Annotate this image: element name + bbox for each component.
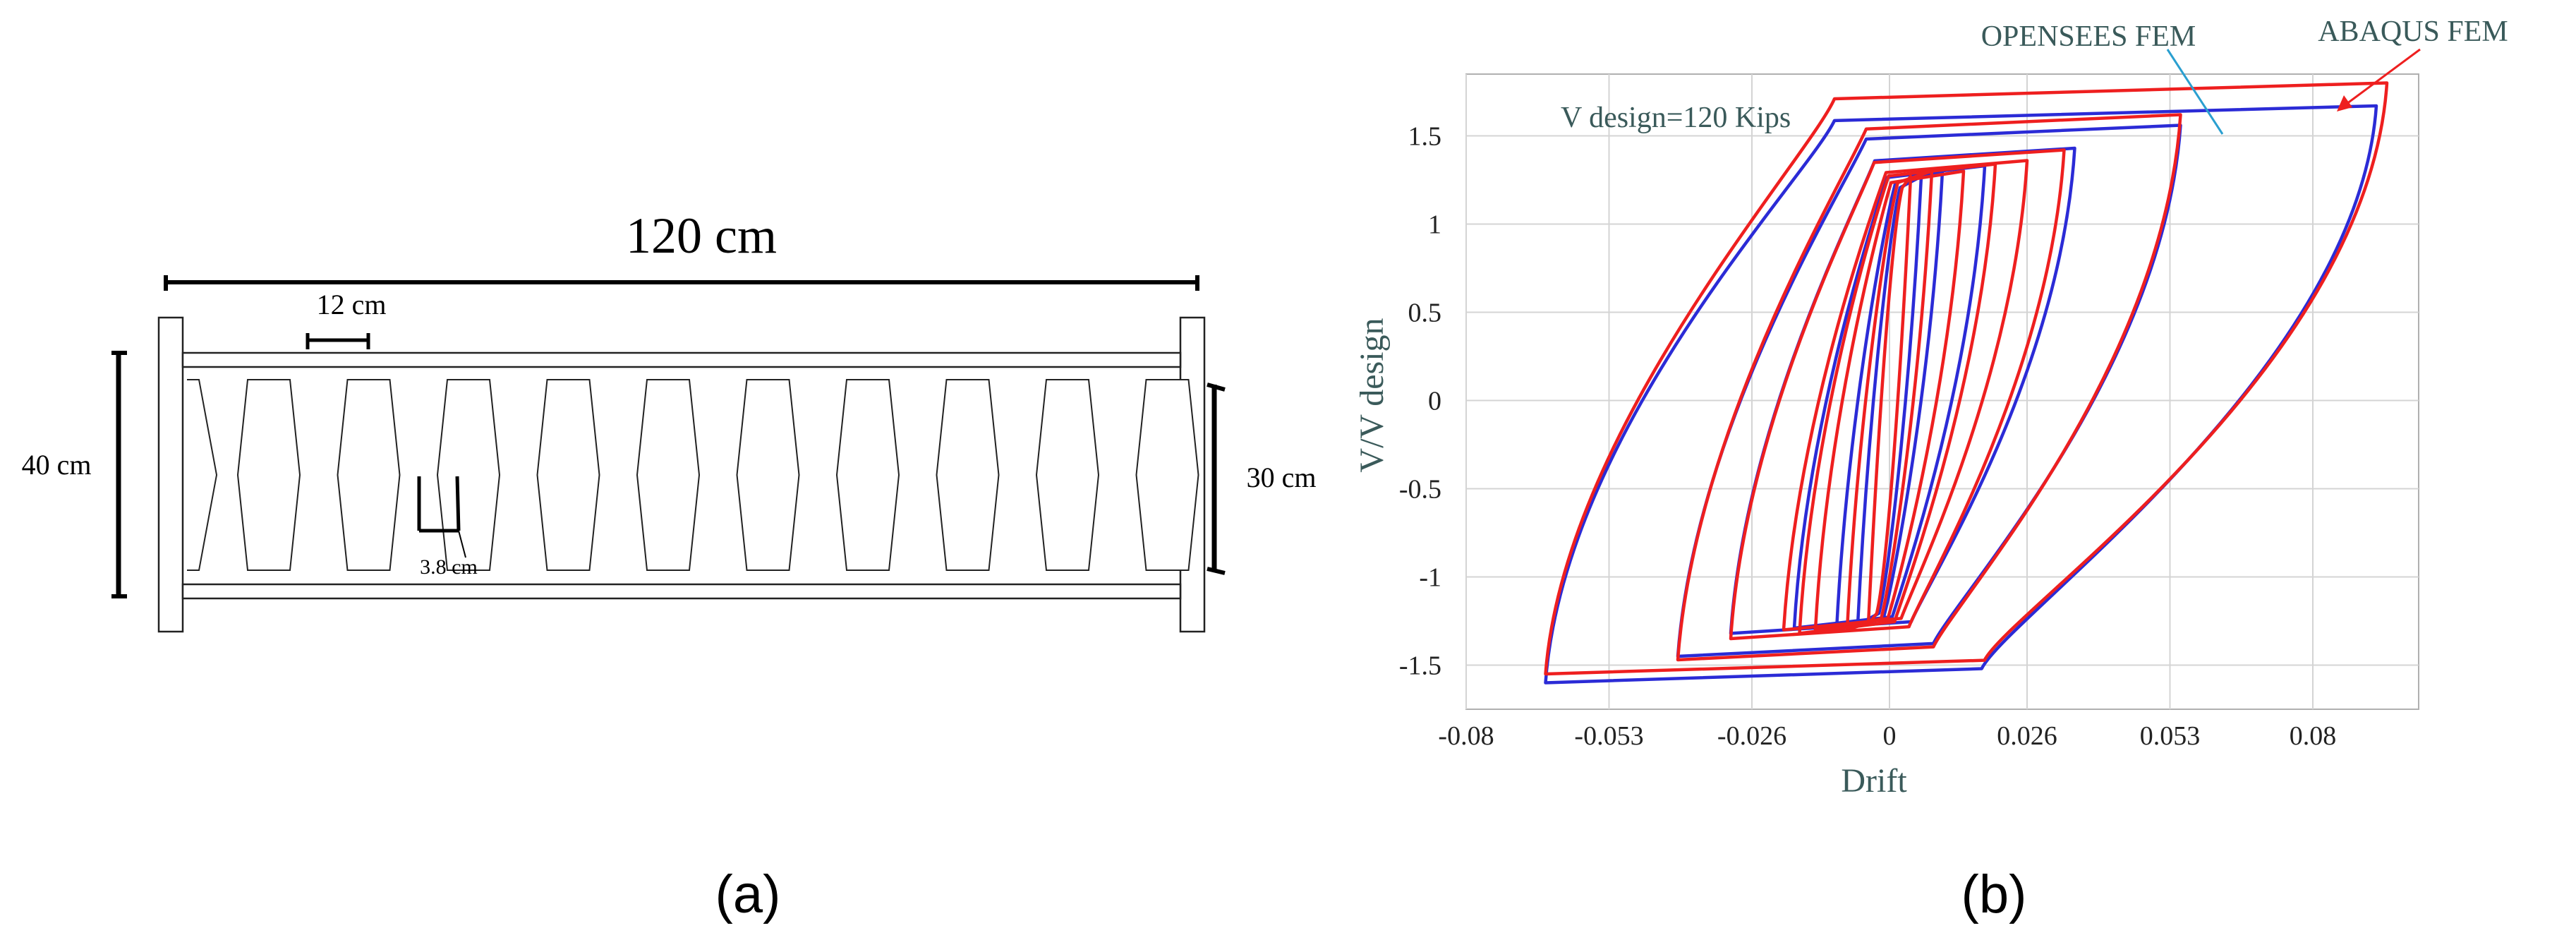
caption-a: (a) — [715, 864, 781, 924]
abaqus-leader-line — [2343, 48, 2421, 107]
y-tick-label: 0.5 — [1408, 299, 1442, 328]
left-end-plate — [157, 316, 184, 633]
beam-dimensions — [111, 275, 1226, 598]
dim-overall-label: 120 cm — [626, 207, 777, 264]
web-opening — [936, 379, 1000, 571]
beam-dimension-labels: 120 cm 12 cm 40 cm 30 cm 3.8 cm (a) — [22, 207, 1317, 924]
dim-spacing-label: 12 cm — [317, 289, 387, 320]
web-opening — [835, 379, 900, 571]
abaqus-loop-6 — [1729, 148, 2066, 641]
x-tick-label: 0.026 — [1997, 721, 2057, 751]
web-opening — [636, 379, 701, 571]
web-opening — [337, 379, 401, 571]
strut-dimension-leader — [458, 530, 466, 558]
web-opening — [436, 379, 501, 571]
abaqus-label: ABAQUS FEM — [2318, 16, 2508, 48]
y-tick-label: 0 — [1428, 387, 1441, 416]
web-opening — [736, 379, 800, 571]
x-tick-label: 0.08 — [2290, 721, 2337, 751]
opensees-leader-line — [2166, 49, 2224, 135]
opensees-loop-6 — [1544, 104, 2378, 685]
caption-b: (b) — [1961, 864, 2027, 924]
web-depth-tick-bottom — [1207, 567, 1226, 575]
abaqus-loop-1 — [1866, 174, 1913, 627]
x-tick-labels: -0.08 -0.053 -0.026 0 0.026 0.053 0.08 — [1438, 721, 2336, 751]
y-tick-label: -1 — [1419, 563, 1441, 593]
y-tick-labels: 1.5 1 0.5 0 -0.5 -1 -1.5 — [1399, 122, 1441, 681]
web-opening — [1135, 379, 1199, 571]
y-tick-label: 1 — [1428, 210, 1441, 240]
web-depth-tick-top — [1207, 382, 1226, 392]
opensees-label: OPENSEES FEM — [1981, 20, 2196, 53]
web-openings — [187, 379, 1199, 571]
dim-strut-label: 3.8 cm — [420, 555, 478, 579]
abaqus-arrowhead — [2337, 95, 2352, 112]
abaqus-loop-5 — [1782, 159, 2029, 632]
strut-dimension-right — [455, 476, 461, 531]
series-abaqus-fem — [1544, 81, 2389, 676]
web-opening — [1035, 379, 1100, 571]
top-flange — [181, 351, 1182, 368]
dim-web-depth-label: 30 cm — [1247, 462, 1317, 493]
x-axis-label: Drift — [1841, 762, 1907, 800]
web-opening — [536, 379, 600, 571]
x-tick-label: 0.053 — [2140, 721, 2201, 751]
hysteresis-chart: -0.08 -0.053 -0.026 0 0.026 0.053 0.08 1.5 1 0.5… — [1353, 16, 2508, 924]
y-axis-label: V/V design — [1353, 318, 1391, 472]
x-tick-label: -0.026 — [1717, 721, 1786, 751]
web-opening-half-left — [187, 379, 218, 571]
y-tick-label: -1.5 — [1399, 651, 1441, 681]
y-tick-label: 1.5 — [1408, 122, 1442, 152]
x-tick-label: 0 — [1883, 721, 1897, 751]
abaqus-loop-3 — [1813, 169, 1966, 632]
y-tick-label: -0.5 — [1399, 475, 1441, 505]
abaqus-loop-7 — [1676, 113, 2182, 662]
beam-drawing-panel — [157, 316, 1206, 633]
abaqus-loop-8 — [1544, 81, 2389, 676]
web-opening — [236, 379, 301, 571]
x-tick-label: -0.053 — [1574, 721, 1643, 751]
design-annotation: V design=120 Kips — [1561, 102, 1791, 134]
x-tick-label: -0.08 — [1438, 721, 1494, 751]
bottom-flange — [181, 583, 1182, 600]
dim-total-depth-label: 40 cm — [22, 449, 92, 481]
